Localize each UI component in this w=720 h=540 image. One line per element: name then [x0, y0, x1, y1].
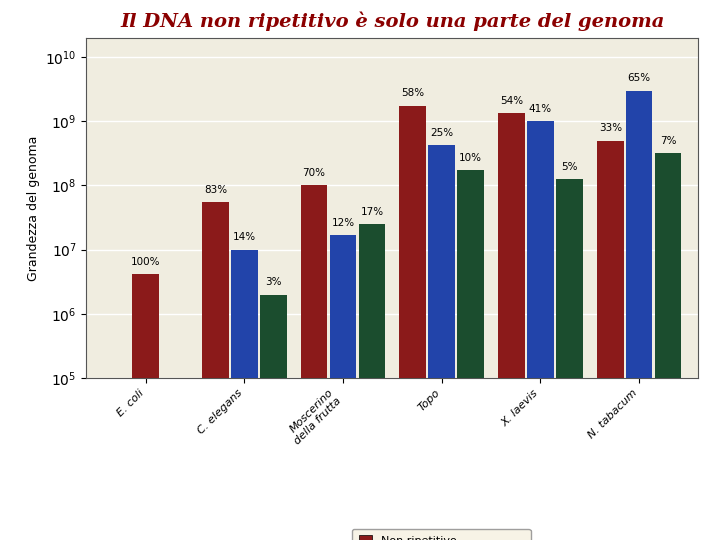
Bar — [231, 249, 258, 540]
Text: 7%: 7% — [660, 136, 676, 146]
Bar — [260, 294, 287, 540]
Text: 41%: 41% — [529, 104, 552, 114]
Bar — [498, 113, 525, 540]
Bar — [400, 106, 426, 540]
Text: 17%: 17% — [361, 207, 384, 217]
Bar — [597, 140, 624, 540]
Title: Il DNA non ripetitivo è solo una parte del genoma: Il DNA non ripetitivo è solo una parte d… — [120, 11, 665, 31]
Text: 3%: 3% — [265, 277, 282, 287]
Text: 54%: 54% — [500, 96, 523, 106]
Bar — [527, 122, 554, 540]
Text: 65%: 65% — [628, 73, 651, 83]
Legend: Non ripetitivo, Moderatamente ripetitivo, Altamente ripetitivo: Non ripetitivo, Moderatamente ripetitivo… — [352, 529, 531, 540]
Bar — [202, 202, 229, 540]
Text: 70%: 70% — [302, 168, 325, 178]
Bar — [132, 274, 159, 540]
Text: 25%: 25% — [430, 127, 454, 138]
Text: 14%: 14% — [233, 232, 256, 242]
Text: 10%: 10% — [459, 153, 482, 163]
Text: 58%: 58% — [401, 89, 424, 98]
Bar — [359, 224, 385, 540]
Text: 83%: 83% — [204, 185, 227, 195]
Text: 12%: 12% — [331, 218, 355, 227]
Text: 5%: 5% — [561, 162, 577, 172]
Bar — [457, 170, 484, 540]
Text: 33%: 33% — [598, 123, 622, 133]
Text: 100%: 100% — [131, 256, 161, 267]
Bar — [330, 235, 356, 540]
Bar — [626, 91, 652, 540]
Bar — [301, 185, 328, 540]
Bar — [654, 153, 681, 540]
Bar — [556, 179, 582, 540]
Bar — [428, 145, 455, 540]
Y-axis label: Grandezza del genoma: Grandezza del genoma — [27, 135, 40, 281]
